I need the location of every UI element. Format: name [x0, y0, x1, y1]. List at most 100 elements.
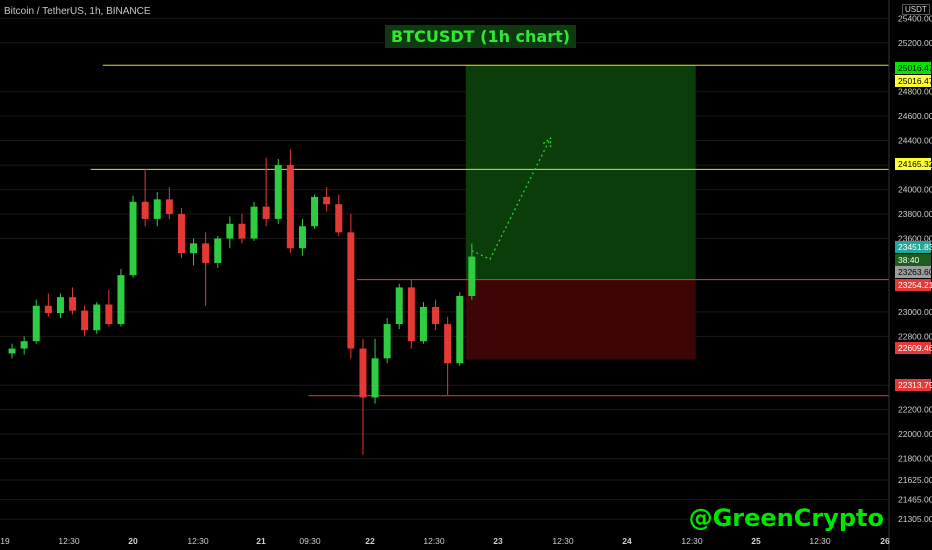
x-tick-label: 12:30	[552, 536, 574, 546]
x-tick-label: 12:30	[187, 536, 209, 546]
candle-body	[214, 238, 222, 263]
candle-body	[93, 304, 101, 331]
candle-body	[419, 306, 427, 342]
profit-zone	[465, 65, 696, 280]
price-label-text: 38:40	[898, 255, 920, 265]
candle-body	[262, 206, 270, 219]
candle-body	[32, 305, 40, 342]
price-label-bg	[895, 158, 931, 170]
candle-body	[153, 199, 161, 219]
y-tick-label: 21625.00	[898, 475, 932, 485]
candle-body	[323, 196, 331, 205]
candle-body	[250, 206, 258, 239]
y-tick-label: 21800.00	[898, 454, 932, 464]
y-tick-label: 22800.00	[898, 331, 932, 341]
candle-body	[432, 306, 440, 325]
price-label-text: 23263.60	[898, 267, 932, 277]
currency-unit-badge[interactable]: USDT	[902, 4, 930, 15]
candle-body	[44, 305, 52, 314]
price-label-bg	[895, 266, 931, 278]
y-tick-label: 25200.00	[898, 38, 932, 48]
horizontal-levels	[90, 64, 889, 397]
price-label-text: 25016.47	[898, 76, 932, 86]
price-label-text: 23451.83	[898, 242, 932, 252]
y-tick-label: 24800.00	[898, 87, 932, 97]
candle-body	[444, 324, 452, 364]
price-label-text: 25016.47	[898, 63, 932, 73]
price-label-bg	[895, 254, 931, 266]
candle-body	[311, 196, 319, 227]
y-tick-label: 23800.00	[898, 209, 932, 219]
projection-arrowhead	[542, 136, 552, 148]
x-tick-label: 25	[751, 536, 761, 546]
loss-zone	[465, 279, 696, 360]
x-tick-label: 12:30	[681, 536, 703, 546]
price-label-bg	[895, 241, 931, 253]
y-tick-label: 22000.00	[898, 429, 932, 439]
price-label-bg	[895, 279, 931, 291]
y-tick-label: 25400.00	[898, 13, 932, 23]
x-tick-label: 21	[256, 536, 266, 546]
candle-body	[141, 201, 149, 219]
x-tick-label: 12:30	[58, 536, 80, 546]
candle-body	[20, 341, 28, 349]
candle-body	[298, 226, 306, 249]
price-label-bg	[895, 379, 931, 391]
y-tick-label: 21465.00	[898, 495, 932, 505]
price-label-text: 23254.21	[898, 280, 932, 290]
position-zones	[465, 65, 696, 360]
x-tick-label: 12:30	[423, 536, 445, 546]
candle-body	[468, 256, 476, 296]
x-tick-label: 12:30	[809, 536, 831, 546]
candle-body	[347, 232, 355, 349]
candlesticks	[8, 149, 476, 455]
y-tick-label: 21305.00	[898, 514, 932, 524]
candle-body	[226, 223, 234, 239]
x-tick-label: 09:30	[299, 536, 321, 546]
author-watermark: @GreenCrypto	[688, 504, 884, 532]
price-label-bg	[895, 75, 931, 87]
candle-body	[8, 348, 16, 354]
candle-body	[81, 310, 89, 331]
x-axis: 19 12:30 20 12:30 21 09:30 22 12:30 23 12:30 24 12:…	[0, 536, 890, 546]
candle-body	[274, 165, 282, 219]
candle-body	[190, 243, 198, 254]
candle-body	[165, 199, 173, 215]
candle-body	[117, 275, 125, 325]
price-label-text: 22313.79	[898, 380, 932, 390]
candle-body	[69, 297, 77, 311]
symbol-header[interactable]: Bitcoin / TetherUS, 1h, BINANCE	[4, 6, 151, 17]
y-tick-label: 23600.00	[898, 233, 932, 243]
candle-body	[286, 165, 294, 249]
y-tick-label: 24000.00	[898, 185, 932, 195]
price-label-text: 24165.32	[898, 159, 932, 169]
candle-body	[335, 204, 343, 233]
x-tick-label: 23	[493, 536, 503, 546]
projection-path	[471, 136, 552, 261]
x-tick-label: 20	[128, 536, 138, 546]
price-labels: 25016.47 25016.47 24165.32 23451.83 38:40 232…	[895, 62, 932, 391]
candle-body	[359, 348, 367, 398]
candle-body	[238, 223, 246, 239]
y-tick-label: 22200.00	[898, 405, 932, 415]
candle-body	[56, 297, 64, 314]
candle-body	[407, 287, 415, 342]
projection-line	[471, 137, 552, 261]
price-label-bg	[895, 62, 931, 74]
chart-grid	[0, 17, 889, 520]
x-tick-label: 26	[880, 536, 890, 546]
candle-body	[383, 324, 391, 359]
price-label-bg	[895, 342, 931, 354]
y-axis: 25400.00 25200.00 24800.00 24600.00 24400.00…	[888, 0, 932, 550]
candle-body	[371, 358, 379, 398]
y-tick-label: 24400.00	[898, 136, 932, 146]
price-label-text: 22609.46	[898, 343, 932, 353]
chart-title: BTCUSDT (1h chart)	[385, 25, 577, 48]
candle-body	[456, 295, 464, 364]
candle-body	[129, 201, 137, 276]
candle-body	[395, 287, 403, 325]
x-tick-label: 24	[622, 536, 632, 546]
candle-body	[202, 243, 210, 263]
y-tick-label: 24600.00	[898, 111, 932, 121]
